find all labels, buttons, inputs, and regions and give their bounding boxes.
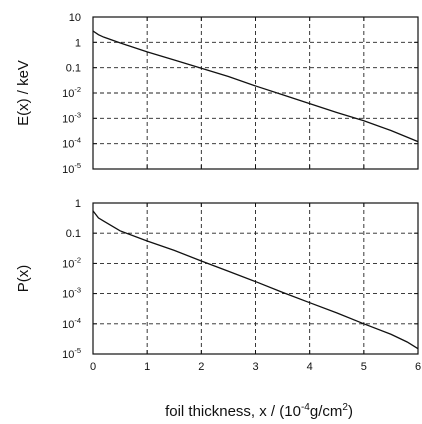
probability-y-axis-label: P(x) [15, 265, 32, 293]
probability-y-tick-label: 10-4 [62, 316, 81, 331]
probability-panel: 0 1 2 3 4 5 6 1 0.1 10-2 10-3 10-4 10-5 P(x) [15, 198, 421, 373]
energy-y-axis-label: E(x) / keV [15, 60, 32, 126]
energy-curve [92, 30, 419, 143]
probability-y-tick-label: 10-2 [62, 255, 81, 270]
x-tick-label: 0 [90, 361, 96, 373]
probability-y-tick-label: 0.1 [66, 228, 81, 240]
probability-y-tick-label: 10-5 [62, 346, 81, 361]
x-tick-label: 2 [198, 361, 204, 373]
energy-y-tick-label: 10-2 [62, 85, 81, 100]
energy-y-tick-label: 10-5 [62, 161, 81, 176]
energy-y-tick-label: 1 [75, 37, 81, 49]
x-tick-label: 4 [307, 361, 313, 373]
x-tick-label: 3 [252, 361, 258, 373]
x-tick-label: 6 [415, 361, 421, 373]
x-axis-label: foil thickness, x / (10-4g/cm2) [165, 402, 353, 420]
probability-y-tick-label: 1 [75, 198, 81, 210]
probability-curve [92, 210, 419, 350]
energy-y-tick-label: 10-3 [62, 110, 81, 125]
energy-y-tick-label: 10-4 [62, 136, 81, 151]
energy-panel: 10 1 0.1 10-2 10-3 10-4 10-5 E(x) / keV [15, 12, 419, 176]
energy-y-tick-label: 0.1 [66, 63, 81, 75]
x-tick-label: 5 [361, 361, 367, 373]
energy-y-tick-label: 10 [69, 12, 81, 24]
probability-y-tick-label: 10-3 [62, 286, 81, 301]
x-tick-label: 1 [144, 361, 150, 373]
